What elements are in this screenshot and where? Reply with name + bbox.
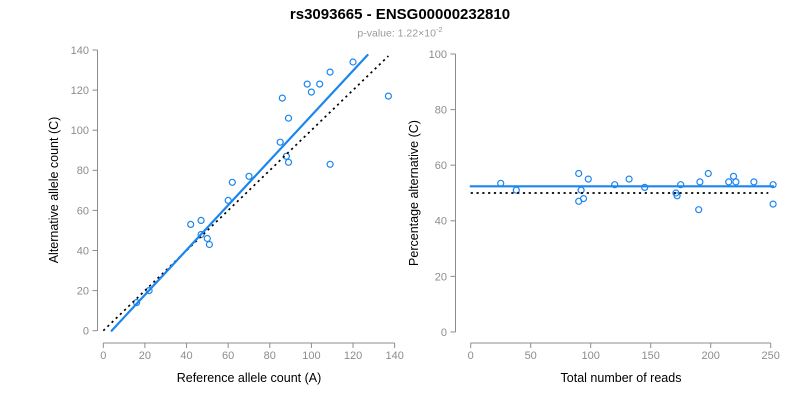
x-tick-label: 40: [180, 350, 192, 362]
x-tick-label: 0: [100, 350, 106, 362]
x-tick-label: 120: [344, 350, 362, 362]
data-point: [769, 200, 777, 208]
subtitle-base: p-value: 1.22×10: [357, 27, 436, 40]
data-point: [696, 178, 704, 186]
data-point: [278, 94, 286, 102]
data-point: [276, 138, 284, 146]
left-x-axis-title: Reference allele count (A): [177, 371, 322, 385]
data-point: [677, 181, 685, 189]
x-tick-label: 80: [264, 350, 276, 362]
y-tick-label: 80: [77, 165, 89, 177]
y-tick-label: 100: [429, 49, 447, 61]
y-tick-label: 0: [441, 327, 447, 339]
y-tick-label: 80: [435, 104, 447, 116]
data-point: [316, 80, 324, 88]
y-tick-label: 40: [77, 245, 89, 257]
identity-line: [102, 55, 389, 332]
data-point: [284, 158, 293, 166]
data-point: [205, 240, 213, 249]
data-point: [203, 234, 211, 243]
data-point: [611, 181, 619, 189]
data-point: [732, 178, 740, 186]
y-tick-label: 40: [435, 216, 447, 228]
x-tick-label: 20: [139, 350, 151, 362]
data-point: [228, 178, 236, 186]
x-tick-label: 250: [762, 350, 780, 362]
y-tick-label: 60: [435, 160, 447, 172]
data-point: [197, 216, 205, 224]
x-tick-label: 100: [582, 350, 600, 362]
right-x-axis-title: Total number of reads: [561, 371, 682, 385]
data-point: [725, 178, 733, 186]
x-tick-label: 200: [702, 350, 720, 362]
x-tick-label: 140: [385, 350, 403, 362]
data-point: [187, 220, 195, 228]
left-plot-allele-counts: 0 20 40 60 80 100 120 140 0 20 40 60 80 100 120 140: [71, 45, 404, 362]
data-point: [284, 114, 293, 122]
x-tick-label: 100: [302, 350, 320, 362]
fit-line: [110, 53, 369, 332]
y-tick-label: 20: [435, 271, 447, 283]
y-tick-label: 0: [83, 326, 89, 338]
data-point: [303, 80, 311, 88]
data-point: [575, 169, 583, 178]
y-tick-label: 100: [71, 125, 89, 137]
x-tick-label: 50: [525, 350, 537, 362]
x-tick-label: 60: [222, 350, 234, 362]
data-point: [695, 206, 703, 214]
figure-subtitle: p-value: 1.22×10-2: [0, 25, 800, 40]
data-point: [625, 175, 633, 183]
right-plot-percentage: 0 20 40 60 80 100 0 50 100 150 200 250: [429, 49, 780, 362]
y-tick-label: 20: [77, 285, 89, 297]
data-point: [673, 192, 681, 200]
y-tick-label: 60: [77, 205, 89, 217]
data-point: [769, 181, 777, 189]
data-point: [579, 195, 588, 203]
data-point: [307, 88, 315, 96]
x-tick-label: 150: [642, 350, 660, 362]
data-point: [704, 169, 712, 178]
y-tick-label: 120: [71, 85, 89, 97]
left-y-axis-title: Alternative allele count (C): [47, 117, 61, 264]
data-point: [584, 175, 592, 183]
data-point: [384, 92, 392, 100]
subtitle-exponent: -2: [435, 25, 443, 34]
data-point: [750, 178, 758, 186]
y-tick-label: 140: [71, 45, 89, 57]
data-point: [245, 172, 253, 180]
x-tick-label: 0: [468, 350, 474, 362]
figure-title: rs3093665 - ENSG00000232810: [289, 6, 511, 23]
data-point: [326, 160, 334, 168]
right-y-axis-title: Percentage alternative (C): [407, 120, 421, 266]
data-point: [326, 68, 334, 76]
data-point: [349, 58, 357, 66]
